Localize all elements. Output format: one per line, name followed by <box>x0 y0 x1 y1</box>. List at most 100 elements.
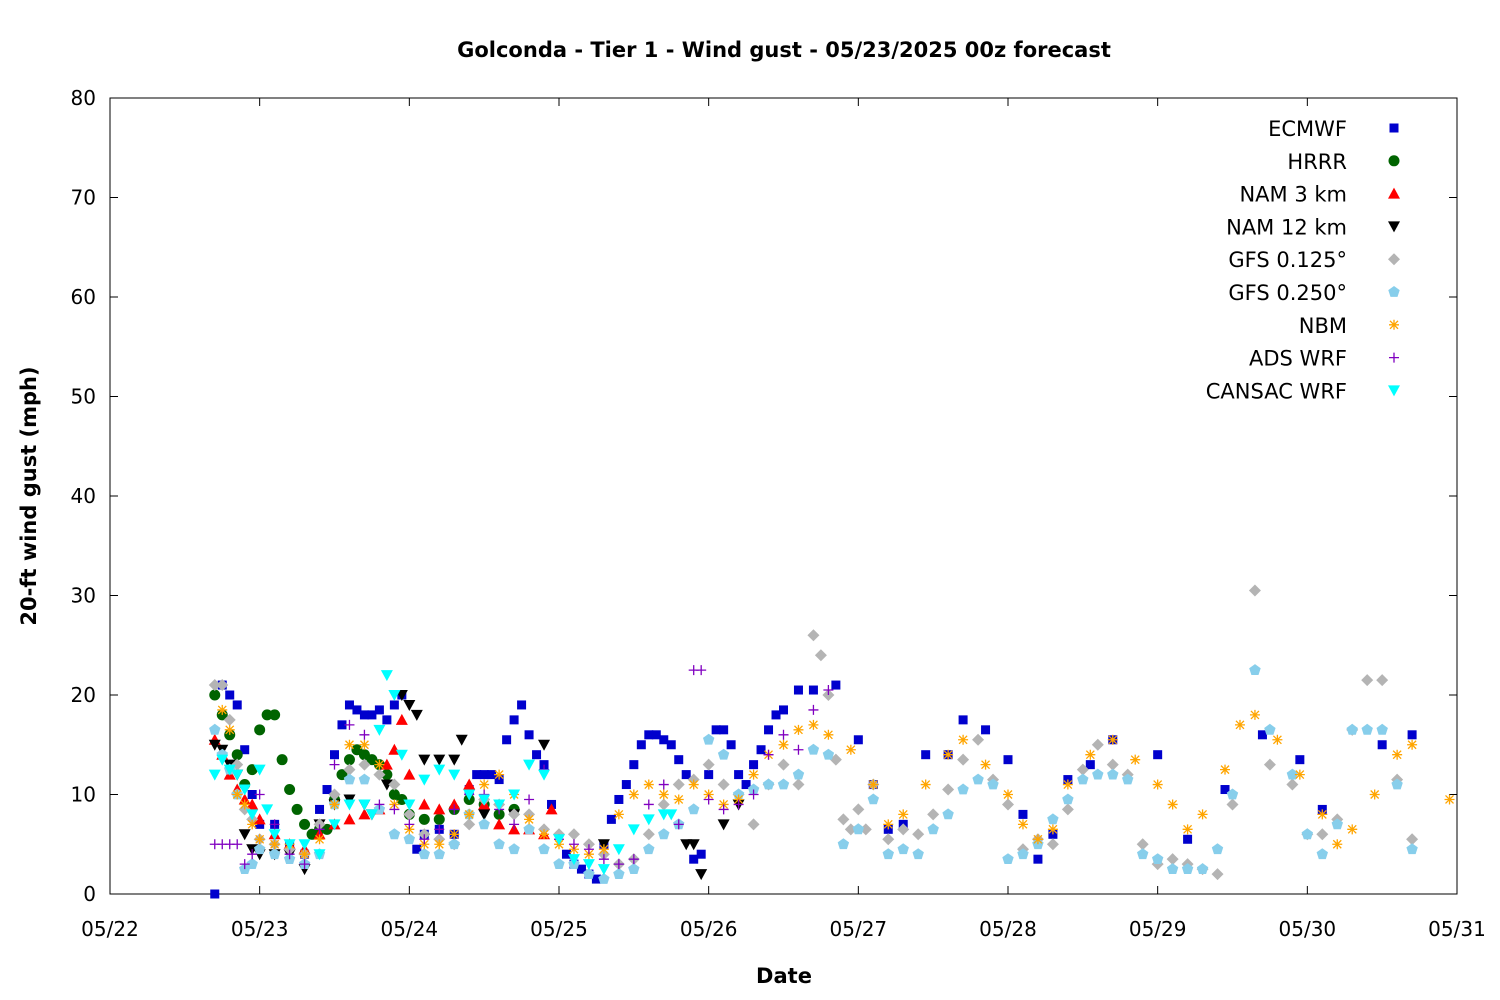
data-point <box>1286 768 1299 780</box>
data-point <box>321 823 333 835</box>
data-point <box>389 700 399 710</box>
data-point <box>717 819 730 831</box>
data-point <box>382 715 392 725</box>
data-point <box>568 839 579 850</box>
data-point <box>479 770 489 780</box>
data-point <box>299 849 310 860</box>
y-axis-label: 20-ft wind gust (mph) <box>17 366 41 625</box>
data-point <box>1369 789 1380 800</box>
data-point <box>696 849 706 859</box>
data-point <box>359 710 369 720</box>
data-point <box>404 819 415 830</box>
data-point <box>254 789 265 800</box>
data-point <box>972 773 984 785</box>
data-point <box>837 813 850 826</box>
data-point <box>621 780 631 790</box>
data-point <box>269 709 281 721</box>
data-point <box>344 719 355 730</box>
data-point <box>747 818 760 831</box>
data-point <box>283 839 296 851</box>
data-point <box>1196 863 1209 874</box>
data-point <box>410 709 423 721</box>
data-point <box>643 843 655 855</box>
data-point <box>920 779 931 790</box>
data-point <box>343 754 355 766</box>
data-point <box>1263 758 1276 771</box>
data-point <box>208 679 221 692</box>
data-point <box>380 779 393 791</box>
data-point <box>1166 853 1179 866</box>
data-point <box>1091 738 1104 751</box>
data-point <box>380 758 393 770</box>
data-point <box>771 710 781 720</box>
data-point <box>778 729 789 740</box>
x-tick-label: 05/31 <box>1428 917 1486 941</box>
data-point <box>1317 809 1328 820</box>
data-point <box>246 809 259 821</box>
data-point <box>1107 734 1118 745</box>
data-point <box>330 750 339 760</box>
data-point <box>897 823 910 836</box>
data-point <box>487 770 497 780</box>
data-point <box>1017 819 1028 830</box>
y-tick-label: 20 <box>71 683 96 707</box>
data-point <box>374 705 384 715</box>
data-point <box>793 744 804 755</box>
data-point <box>1346 723 1358 735</box>
legend-marker <box>1388 221 1400 233</box>
data-point <box>1331 818 1343 830</box>
data-point <box>942 808 954 820</box>
data-point <box>980 759 991 770</box>
data-point <box>793 685 803 695</box>
data-point <box>381 769 393 781</box>
data-point <box>246 858 258 869</box>
data-point <box>1391 778 1403 790</box>
x-tick-label: 05/30 <box>1279 917 1337 941</box>
data-point <box>777 778 790 790</box>
legend-marker <box>1388 385 1400 397</box>
data-point <box>606 814 616 824</box>
data-point <box>733 799 744 810</box>
data-point <box>545 803 558 815</box>
data-point <box>509 819 520 830</box>
data-point <box>1167 799 1178 810</box>
legend-marker <box>1389 352 1399 363</box>
data-point <box>583 844 594 855</box>
legend: ECMWF HRRR NAM 3 km NAM 12 km GFS 0.125° GFS … <box>1206 117 1400 403</box>
data-point <box>792 768 805 780</box>
data-point <box>367 710 377 720</box>
data-point <box>1166 863 1179 874</box>
data-point <box>1003 789 1013 800</box>
data-point <box>583 868 595 879</box>
legend-label: HRRR <box>1287 150 1347 174</box>
data-point <box>403 808 416 821</box>
data-point <box>1033 854 1043 864</box>
data-point <box>217 704 228 715</box>
data-point <box>868 779 879 790</box>
data-point <box>478 818 490 830</box>
data-point <box>957 753 970 766</box>
data-point <box>418 774 431 786</box>
data-point <box>479 779 490 790</box>
data-point <box>358 808 371 820</box>
data-point <box>695 869 708 881</box>
data-point <box>337 720 347 730</box>
data-point <box>808 704 819 715</box>
data-point <box>418 754 431 766</box>
data-point <box>396 793 408 805</box>
data-point <box>247 849 258 860</box>
data-point <box>343 813 356 825</box>
data-point <box>344 739 355 750</box>
data-point <box>539 829 550 840</box>
y-tick-label: 80 <box>71 86 96 110</box>
data-point <box>792 778 805 791</box>
data-point <box>1107 768 1119 780</box>
data-point <box>284 784 296 796</box>
data-point <box>373 724 386 736</box>
data-point <box>1003 755 1013 765</box>
data-point <box>704 770 714 780</box>
data-point <box>418 848 430 860</box>
data-point <box>508 843 520 855</box>
data-point <box>576 864 586 874</box>
data-point <box>1392 749 1403 760</box>
